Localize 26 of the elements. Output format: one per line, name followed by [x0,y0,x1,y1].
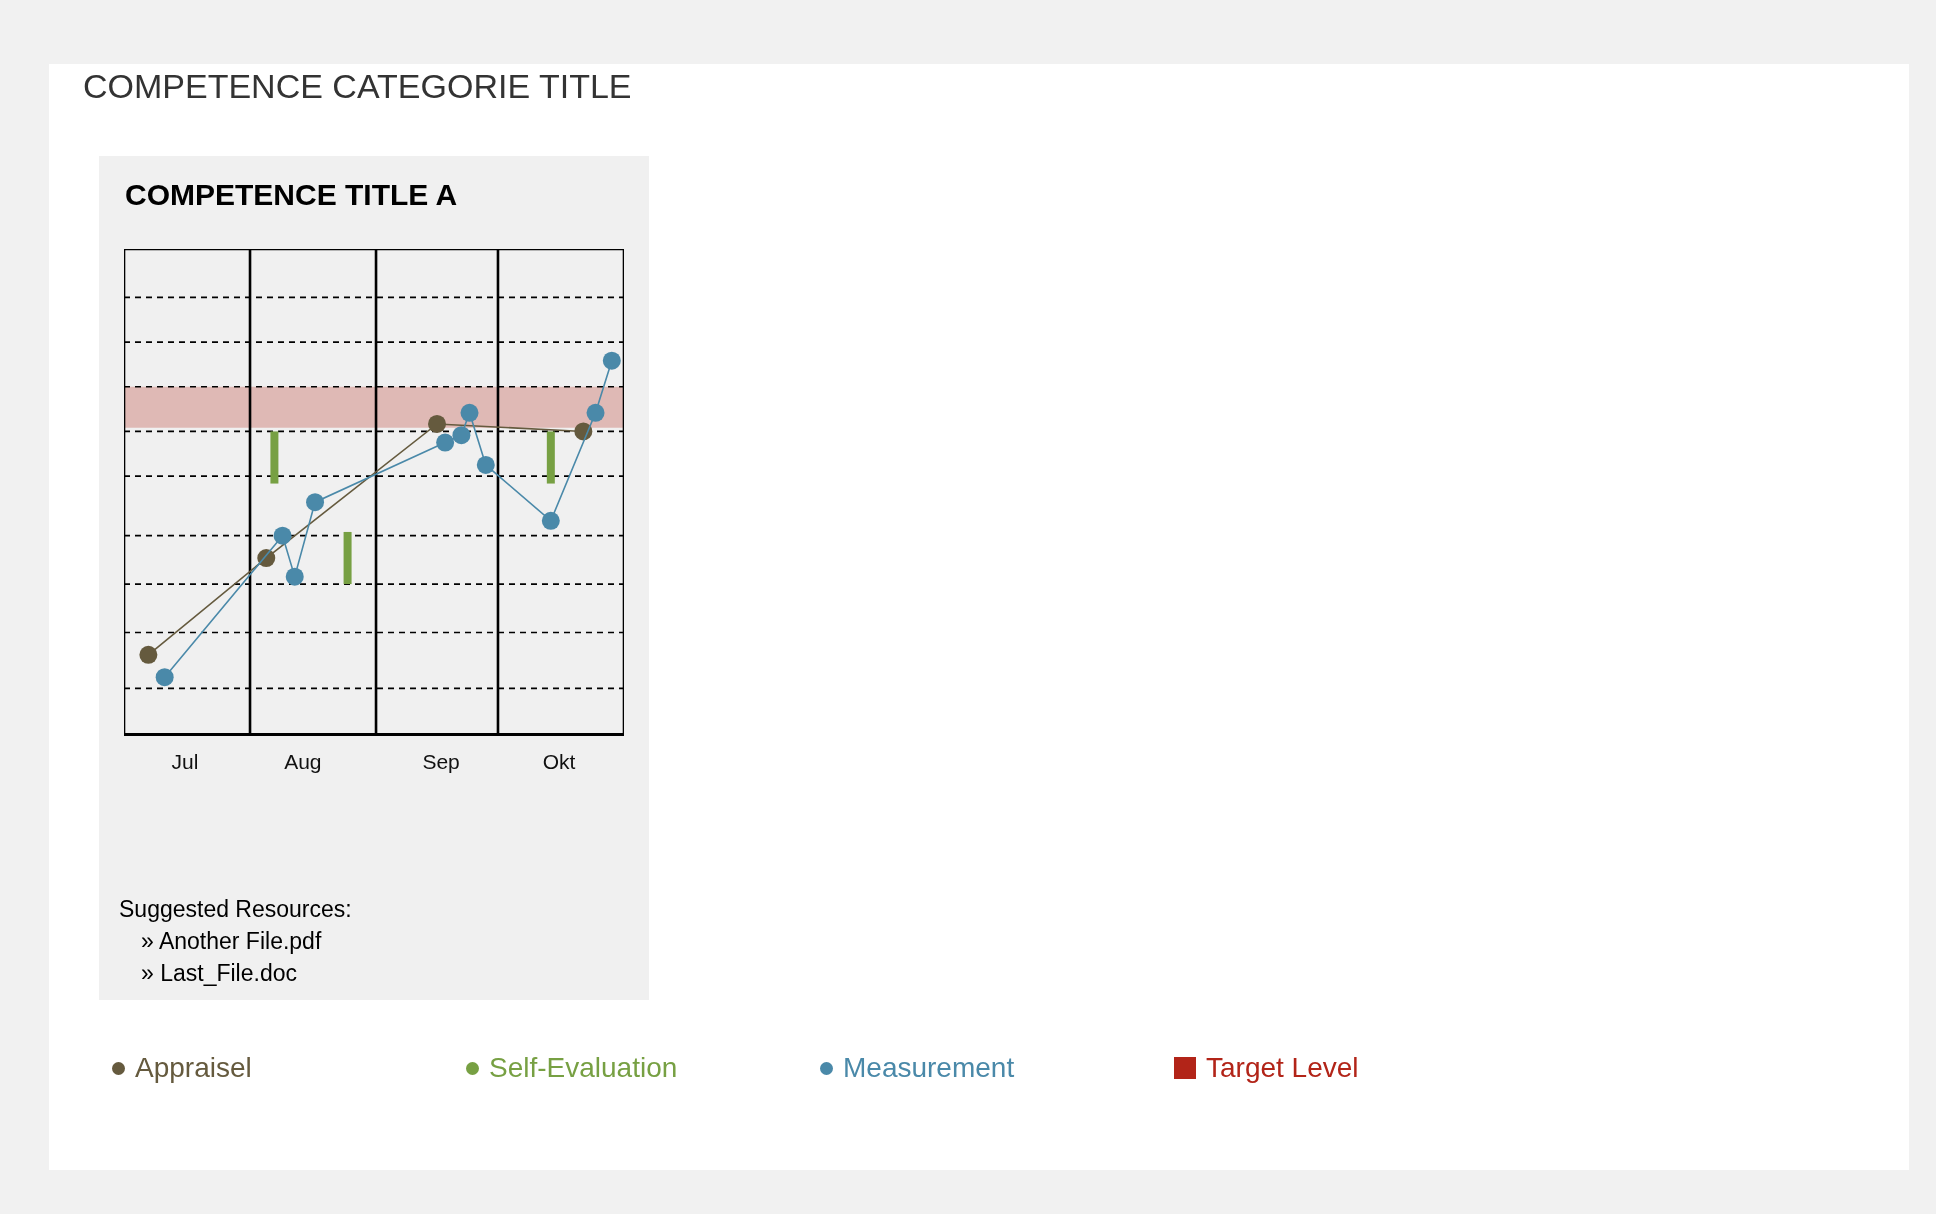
point [428,414,447,433]
point [436,433,455,452]
chart-title: COMPETENCE CATEGORIE TITLE [83,66,632,107]
point [273,526,292,545]
point [155,668,174,687]
point [541,511,560,530]
text: Suggested Resources: [119,895,352,924]
point [460,403,479,422]
x-tick-label: Jul [171,749,199,773]
point [306,493,325,512]
text: » Last_File.doc [140,959,298,988]
text: » Another File.pdf [140,927,323,956]
chart-subtitle: COMPETENCE TITLE A [125,177,458,213]
legend-label: Target Level [1206,1051,1359,1085]
legend-label: Appraisel [135,1051,252,1085]
point [285,567,304,586]
x-tick-label: Sep [422,749,460,773]
point [139,645,158,664]
x-tick-label: Okt [542,749,576,773]
point [586,403,605,422]
point [476,455,495,474]
point [452,426,471,445]
legend-label: Measurement [843,1051,1015,1085]
point [602,351,621,370]
x-tick-label: Aug [284,749,322,773]
legend-label: Self-Evaluation [489,1051,678,1085]
